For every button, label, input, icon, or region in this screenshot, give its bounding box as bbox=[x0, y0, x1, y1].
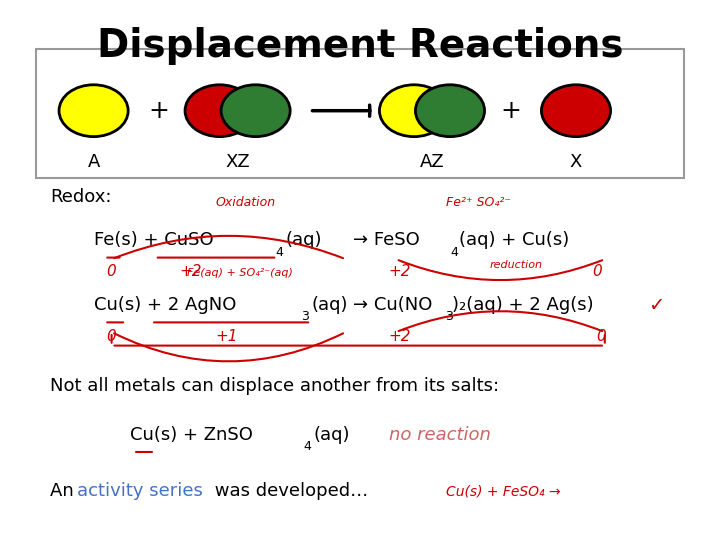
Circle shape bbox=[379, 85, 449, 137]
Text: (aq): (aq) bbox=[311, 296, 348, 314]
Text: Redox:: Redox: bbox=[50, 188, 112, 206]
Text: X: X bbox=[570, 153, 582, 171]
Text: → Cu(NO: → Cu(NO bbox=[353, 296, 432, 314]
Text: 0: 0 bbox=[593, 264, 603, 279]
Circle shape bbox=[221, 85, 290, 137]
Text: Displacement Reactions: Displacement Reactions bbox=[96, 27, 624, 65]
Text: no reaction: no reaction bbox=[389, 426, 490, 444]
Text: AZ: AZ bbox=[420, 153, 444, 171]
Circle shape bbox=[541, 85, 611, 137]
Text: Cu(s) + ZnSO: Cu(s) + ZnSO bbox=[130, 426, 253, 444]
Text: Fe(s) + CuSO: Fe(s) + CuSO bbox=[94, 231, 213, 249]
Text: was developed…: was developed… bbox=[209, 482, 368, 501]
Text: 4: 4 bbox=[303, 440, 311, 453]
Text: 0: 0 bbox=[107, 329, 117, 344]
Circle shape bbox=[185, 85, 254, 137]
Text: +1: +1 bbox=[215, 329, 238, 344]
Text: Fe(aq) + SO₄²⁻(aq): Fe(aq) + SO₄²⁻(aq) bbox=[187, 268, 293, 278]
Text: Cu(s) + 2 AgNO: Cu(s) + 2 AgNO bbox=[94, 296, 236, 314]
Text: )₂(aq) + 2 Ag(s): )₂(aq) + 2 Ag(s) bbox=[452, 296, 594, 314]
Text: 3: 3 bbox=[445, 310, 453, 323]
Text: (aq) + Cu(s): (aq) + Cu(s) bbox=[459, 231, 570, 249]
Text: +2: +2 bbox=[388, 329, 411, 344]
Circle shape bbox=[415, 85, 485, 137]
Text: reduction: reduction bbox=[490, 260, 543, 269]
Text: An: An bbox=[50, 482, 80, 501]
Text: ✓: ✓ bbox=[648, 295, 665, 315]
Text: activity series: activity series bbox=[77, 482, 203, 501]
Text: Fe²⁺ SO₄²⁻: Fe²⁺ SO₄²⁻ bbox=[446, 196, 511, 209]
Text: (aq): (aq) bbox=[286, 231, 323, 249]
Text: 4: 4 bbox=[450, 246, 458, 259]
Text: Not all metals can displace another from its salts:: Not all metals can displace another from… bbox=[50, 377, 500, 395]
Text: +: + bbox=[501, 99, 521, 123]
Text: (aq): (aq) bbox=[313, 426, 350, 444]
Text: +: + bbox=[148, 99, 168, 123]
Circle shape bbox=[59, 85, 128, 137]
Text: → FeSO: → FeSO bbox=[353, 231, 420, 249]
Text: Cu(s) + FeSO₄ →: Cu(s) + FeSO₄ → bbox=[446, 484, 561, 498]
Text: 0: 0 bbox=[596, 329, 606, 344]
Text: Oxidation: Oxidation bbox=[216, 196, 276, 209]
Text: A: A bbox=[87, 153, 100, 171]
Text: 4: 4 bbox=[275, 246, 283, 259]
Text: XZ: XZ bbox=[225, 153, 250, 171]
Text: 3: 3 bbox=[301, 310, 309, 323]
FancyBboxPatch shape bbox=[36, 49, 684, 178]
Text: 0: 0 bbox=[107, 264, 117, 279]
Text: +2: +2 bbox=[388, 264, 411, 279]
Text: +2: +2 bbox=[179, 264, 202, 279]
